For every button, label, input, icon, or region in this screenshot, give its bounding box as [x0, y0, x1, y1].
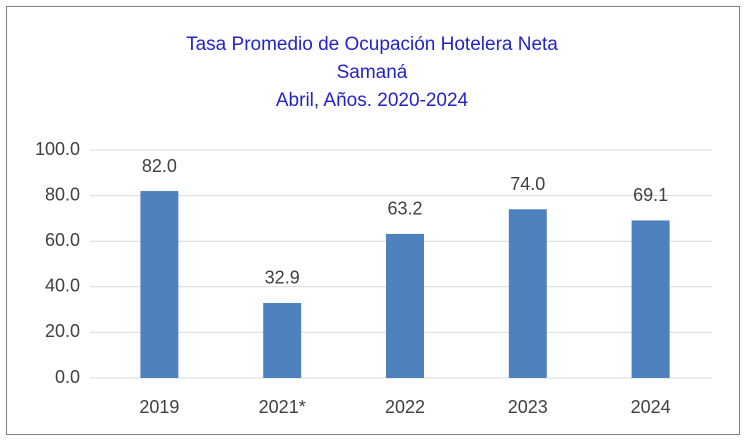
x-tick-label: 2019: [139, 397, 179, 417]
y-tick-label: 40.0: [45, 276, 80, 296]
x-tick-label: 2023: [508, 397, 548, 417]
value-label: 69.1: [633, 185, 668, 205]
value-label: 63.2: [387, 199, 422, 219]
chart-title: Tasa Promedio de Ocupación Hotelera Neta: [186, 34, 558, 55]
value-label: 82.0: [142, 156, 177, 176]
chart-border: [6, 6, 740, 435]
bar: [386, 233, 424, 378]
bar: [508, 209, 547, 378]
y-tick-label: 60.0: [45, 230, 80, 250]
bar: [631, 220, 670, 378]
y-tick-label: 80.0: [45, 184, 80, 204]
x-tick-label: 2022: [385, 397, 425, 417]
y-tick-label: 0.0: [55, 367, 80, 387]
chart-title: Samaná: [337, 62, 408, 83]
x-tick-label: 2024: [631, 397, 671, 417]
y-tick-label: 20.0: [45, 321, 80, 341]
chart-title: Abril, Años. 2020-2024: [276, 90, 469, 111]
x-tick-label: 2021*: [259, 397, 306, 417]
value-label: 32.9: [265, 268, 300, 288]
value-label: 74.0: [510, 174, 545, 194]
y-tick-label: 100.0: [35, 139, 80, 159]
bar: [140, 191, 179, 378]
bar: [263, 302, 302, 378]
